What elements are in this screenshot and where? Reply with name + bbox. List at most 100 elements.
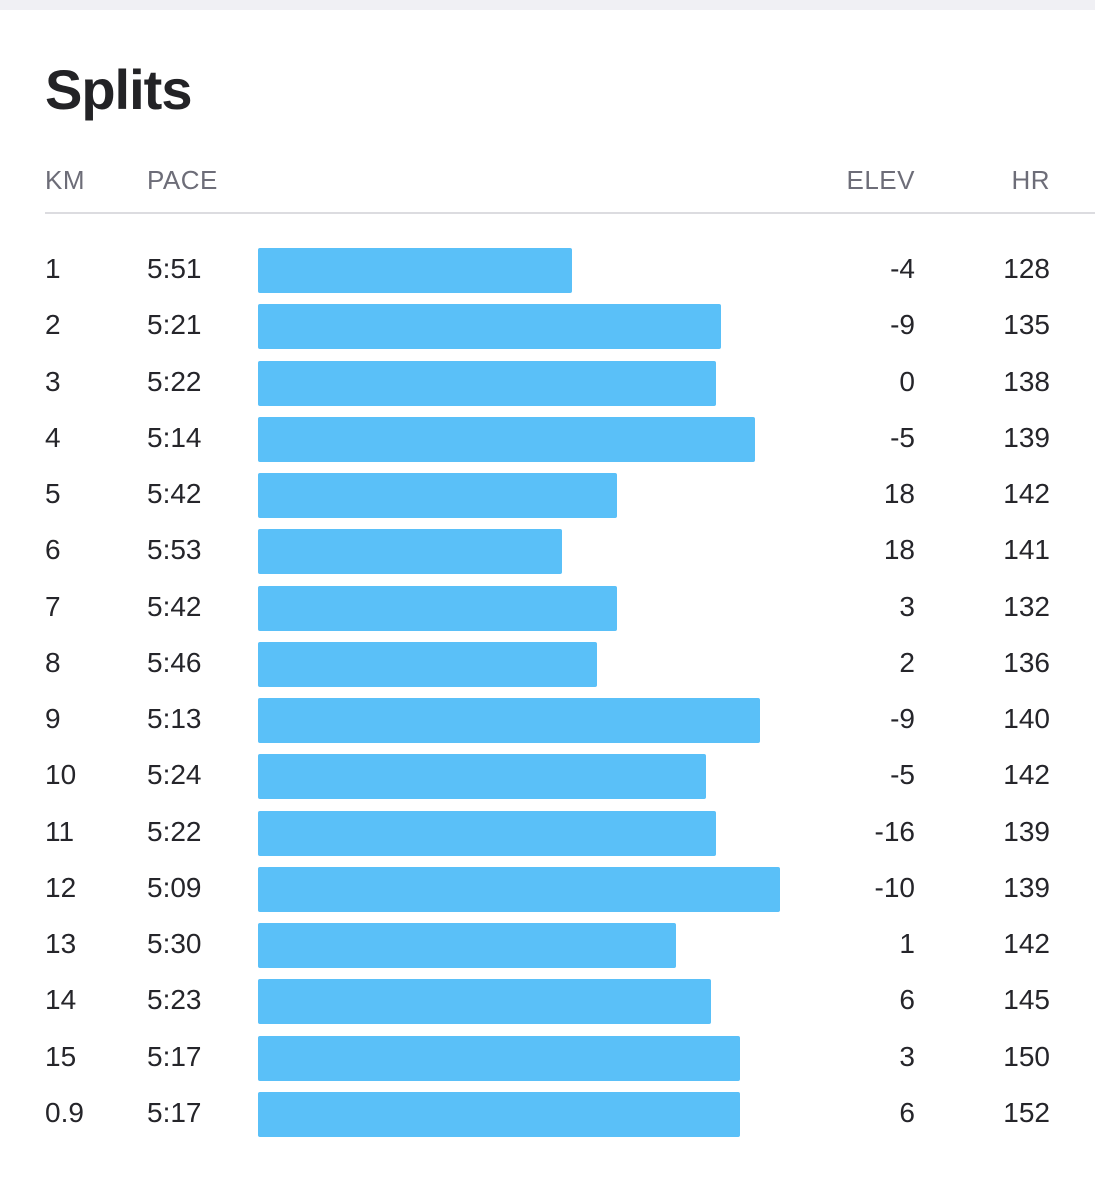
- split-elev: -9: [890, 309, 915, 341]
- split-hr: 142: [1003, 478, 1050, 509]
- pace-bar: [258, 248, 573, 293]
- split-elev: -4: [890, 253, 915, 284]
- split-elev: -5: [890, 759, 915, 791]
- split-elev: -10: [874, 871, 915, 903]
- split-row: 7 5:42 3 132: [0, 584, 1095, 640]
- split-hr: 139: [1003, 815, 1050, 847]
- split-km: 12: [45, 871, 77, 903]
- pace-bar: [258, 754, 706, 800]
- pace-bar: [258, 585, 617, 631]
- split-hr: 141: [1003, 534, 1050, 566]
- pace-bar: [258, 641, 597, 687]
- pace-bar: [258, 473, 617, 518]
- split-pace: 5:13: [147, 703, 202, 734]
- split-hr: 145: [1003, 984, 1050, 1016]
- split-hr: 139: [1003, 871, 1050, 903]
- split-row: 0.9 5:17 6 152: [0, 1090, 1095, 1146]
- split-row: 12 5:09 -10 139: [0, 865, 1095, 921]
- split-row: 9 5:13 -9 140: [0, 696, 1095, 752]
- split-hr: 135: [1003, 309, 1050, 341]
- split-row: 1 5:51 -4 128: [0, 246, 1095, 302]
- split-km: 7: [45, 590, 61, 622]
- pace-bar: [258, 866, 780, 912]
- split-row: 10 5:24 -5 142: [0, 752, 1095, 808]
- split-hr: 139: [1003, 421, 1050, 453]
- split-elev: -9: [890, 703, 915, 734]
- split-km: 15: [45, 1040, 77, 1072]
- column-header-elev: ELEV: [846, 165, 915, 195]
- header-divider: [45, 212, 1095, 214]
- split-row: 2 5:21 -9 135: [0, 302, 1095, 358]
- split-hr: 150: [1003, 1040, 1050, 1072]
- pace-bar: [258, 698, 761, 743]
- split-hr: 140: [1003, 703, 1050, 734]
- split-km: 10: [45, 759, 77, 791]
- split-pace: 5:22: [147, 815, 202, 847]
- split-pace: 5:53: [147, 534, 202, 566]
- split-pace: 5:17: [147, 1040, 202, 1072]
- split-row: 11 5:22 -16 139: [0, 809, 1095, 865]
- split-hr: 132: [1003, 590, 1050, 622]
- split-elev: -5: [890, 421, 915, 453]
- column-header-km: KM: [45, 165, 85, 195]
- pace-bar: [258, 304, 721, 350]
- split-pace: 5:42: [147, 590, 202, 622]
- split-elev: 3: [899, 590, 915, 622]
- split-km: 6: [45, 534, 61, 566]
- split-km: 4: [45, 421, 61, 453]
- split-elev: 6: [899, 1096, 915, 1128]
- split-elev: -16: [874, 815, 915, 847]
- split-pace: 5:21: [147, 309, 202, 341]
- split-pace: 5:09: [147, 871, 202, 903]
- split-row: 5 5:42 18 142: [0, 471, 1095, 527]
- split-km: 8: [45, 646, 61, 678]
- split-elev: 6: [899, 984, 915, 1016]
- split-row: 13 5:30 1 142: [0, 921, 1095, 977]
- split-row: 6 5:53 18 141: [0, 527, 1095, 583]
- split-km: 3: [45, 365, 61, 397]
- pace-bar: [258, 416, 756, 462]
- pace-bar: [258, 979, 711, 1025]
- pace-bar: [258, 923, 677, 968]
- split-hr: 142: [1003, 759, 1050, 791]
- split-pace: 5:42: [147, 478, 202, 509]
- split-pace: 5:46: [147, 646, 202, 678]
- pace-bar: [258, 529, 563, 575]
- split-elev: 18: [883, 534, 915, 566]
- column-header-hr: HR: [1011, 165, 1050, 195]
- split-elev: 18: [883, 478, 915, 509]
- split-km: 9: [45, 703, 61, 734]
- split-km: 1: [45, 253, 61, 284]
- split-row: 14 5:23 6 145: [0, 977, 1095, 1033]
- split-row: 3 5:22 0 138: [0, 359, 1095, 415]
- split-km: 14: [45, 984, 77, 1016]
- column-header-pace: PACE: [147, 165, 218, 195]
- split-km: 5: [45, 478, 61, 509]
- split-km: 0.9: [45, 1096, 84, 1128]
- split-row: 4 5:14 -5 139: [0, 415, 1095, 471]
- pace-bar: [258, 1035, 741, 1081]
- split-hr: 136: [1003, 646, 1050, 678]
- splits-table: 1 5:51 -4 128 2 5:21 -9 135 3 5:22 0 138 4 5:14 -5 139 5…: [0, 246, 1095, 1146]
- split-row: 8 5:46 2 136: [0, 640, 1095, 696]
- page-title: Splits: [45, 58, 192, 121]
- split-row: 15 5:17 3 150: [0, 1034, 1095, 1090]
- split-pace: 5:51: [147, 253, 202, 284]
- split-hr: 128: [1003, 253, 1050, 284]
- split-km: 11: [45, 815, 75, 847]
- top-bar: [0, 0, 1095, 10]
- split-elev: 3: [899, 1040, 915, 1072]
- split-hr: 152: [1003, 1096, 1050, 1128]
- split-pace: 5:23: [147, 984, 202, 1016]
- split-pace: 5:30: [147, 928, 202, 959]
- split-elev: 1: [899, 928, 915, 959]
- pace-bar: [258, 360, 716, 406]
- split-hr: 142: [1003, 928, 1050, 959]
- split-pace: 5:17: [147, 1096, 202, 1128]
- split-hr: 138: [1003, 365, 1050, 397]
- split-km: 13: [45, 928, 77, 959]
- split-elev: 2: [899, 646, 915, 678]
- split-pace: 5:22: [147, 365, 202, 397]
- split-pace: 5:14: [147, 421, 202, 453]
- split-km: 2: [45, 309, 61, 341]
